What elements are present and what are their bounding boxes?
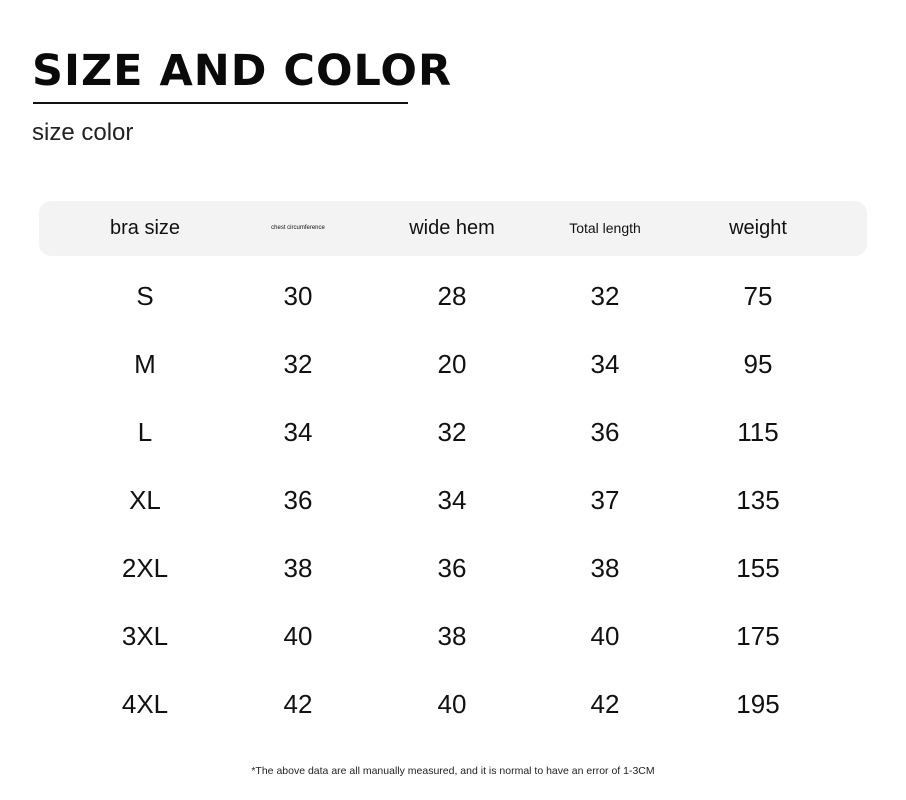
table-cell: 34: [590, 349, 620, 379]
table-header: bra size chest circumference wide hem Total…: [39, 201, 867, 256]
column-header: Total length: [569, 220, 641, 236]
table-cell: 32: [437, 417, 467, 447]
table-cell: 135: [736, 485, 780, 515]
subtitle: size color: [32, 119, 134, 146]
table-cell: 30: [283, 281, 313, 311]
table-cell: 3XL: [121, 621, 169, 651]
table-cell: 36: [283, 485, 313, 515]
table-cell: 32: [283, 349, 313, 379]
table-cell: 42: [283, 689, 313, 719]
table-cell: 36: [437, 553, 467, 583]
table-cell: 75: [743, 281, 773, 311]
table-cell: 40: [590, 621, 620, 651]
table-cell: 38: [437, 621, 467, 651]
table-cell: 195: [736, 689, 780, 719]
page-title: SIZE AND COLOR: [32, 46, 453, 96]
table-cell: 38: [283, 553, 313, 583]
column-header: bra size: [109, 217, 181, 239]
table-cell: 2XL: [121, 553, 169, 583]
table-cell: 42: [590, 689, 620, 719]
table-cell: S: [136, 281, 154, 311]
table-cell: 175: [736, 621, 780, 651]
column-header: chest circumference: [271, 225, 325, 231]
table-cell: 28: [437, 281, 467, 311]
table-cell: 20: [437, 349, 467, 379]
table-cell: 115: [737, 417, 779, 447]
table-cell: 37: [590, 485, 620, 515]
column-header: weight: [729, 217, 787, 239]
table-cell: 38: [590, 553, 620, 583]
table-cell: 40: [437, 689, 467, 719]
measurement-note: *The above data are all manually measure…: [251, 765, 655, 777]
table-cell: 36: [590, 417, 620, 447]
table-cell: 34: [437, 485, 467, 515]
table-cell: 32: [590, 281, 620, 311]
table-cell: 4XL: [121, 689, 169, 719]
table-cell: 34: [283, 417, 313, 447]
column-header: wide hem: [409, 217, 495, 239]
table-cell: 155: [736, 553, 780, 583]
table-cell: L: [137, 417, 153, 447]
table-cell: M: [134, 349, 156, 379]
table-cell: XL: [129, 485, 161, 515]
table-cell: 40: [283, 621, 313, 651]
title-underline: [33, 102, 408, 104]
table-cell: 95: [743, 349, 773, 379]
